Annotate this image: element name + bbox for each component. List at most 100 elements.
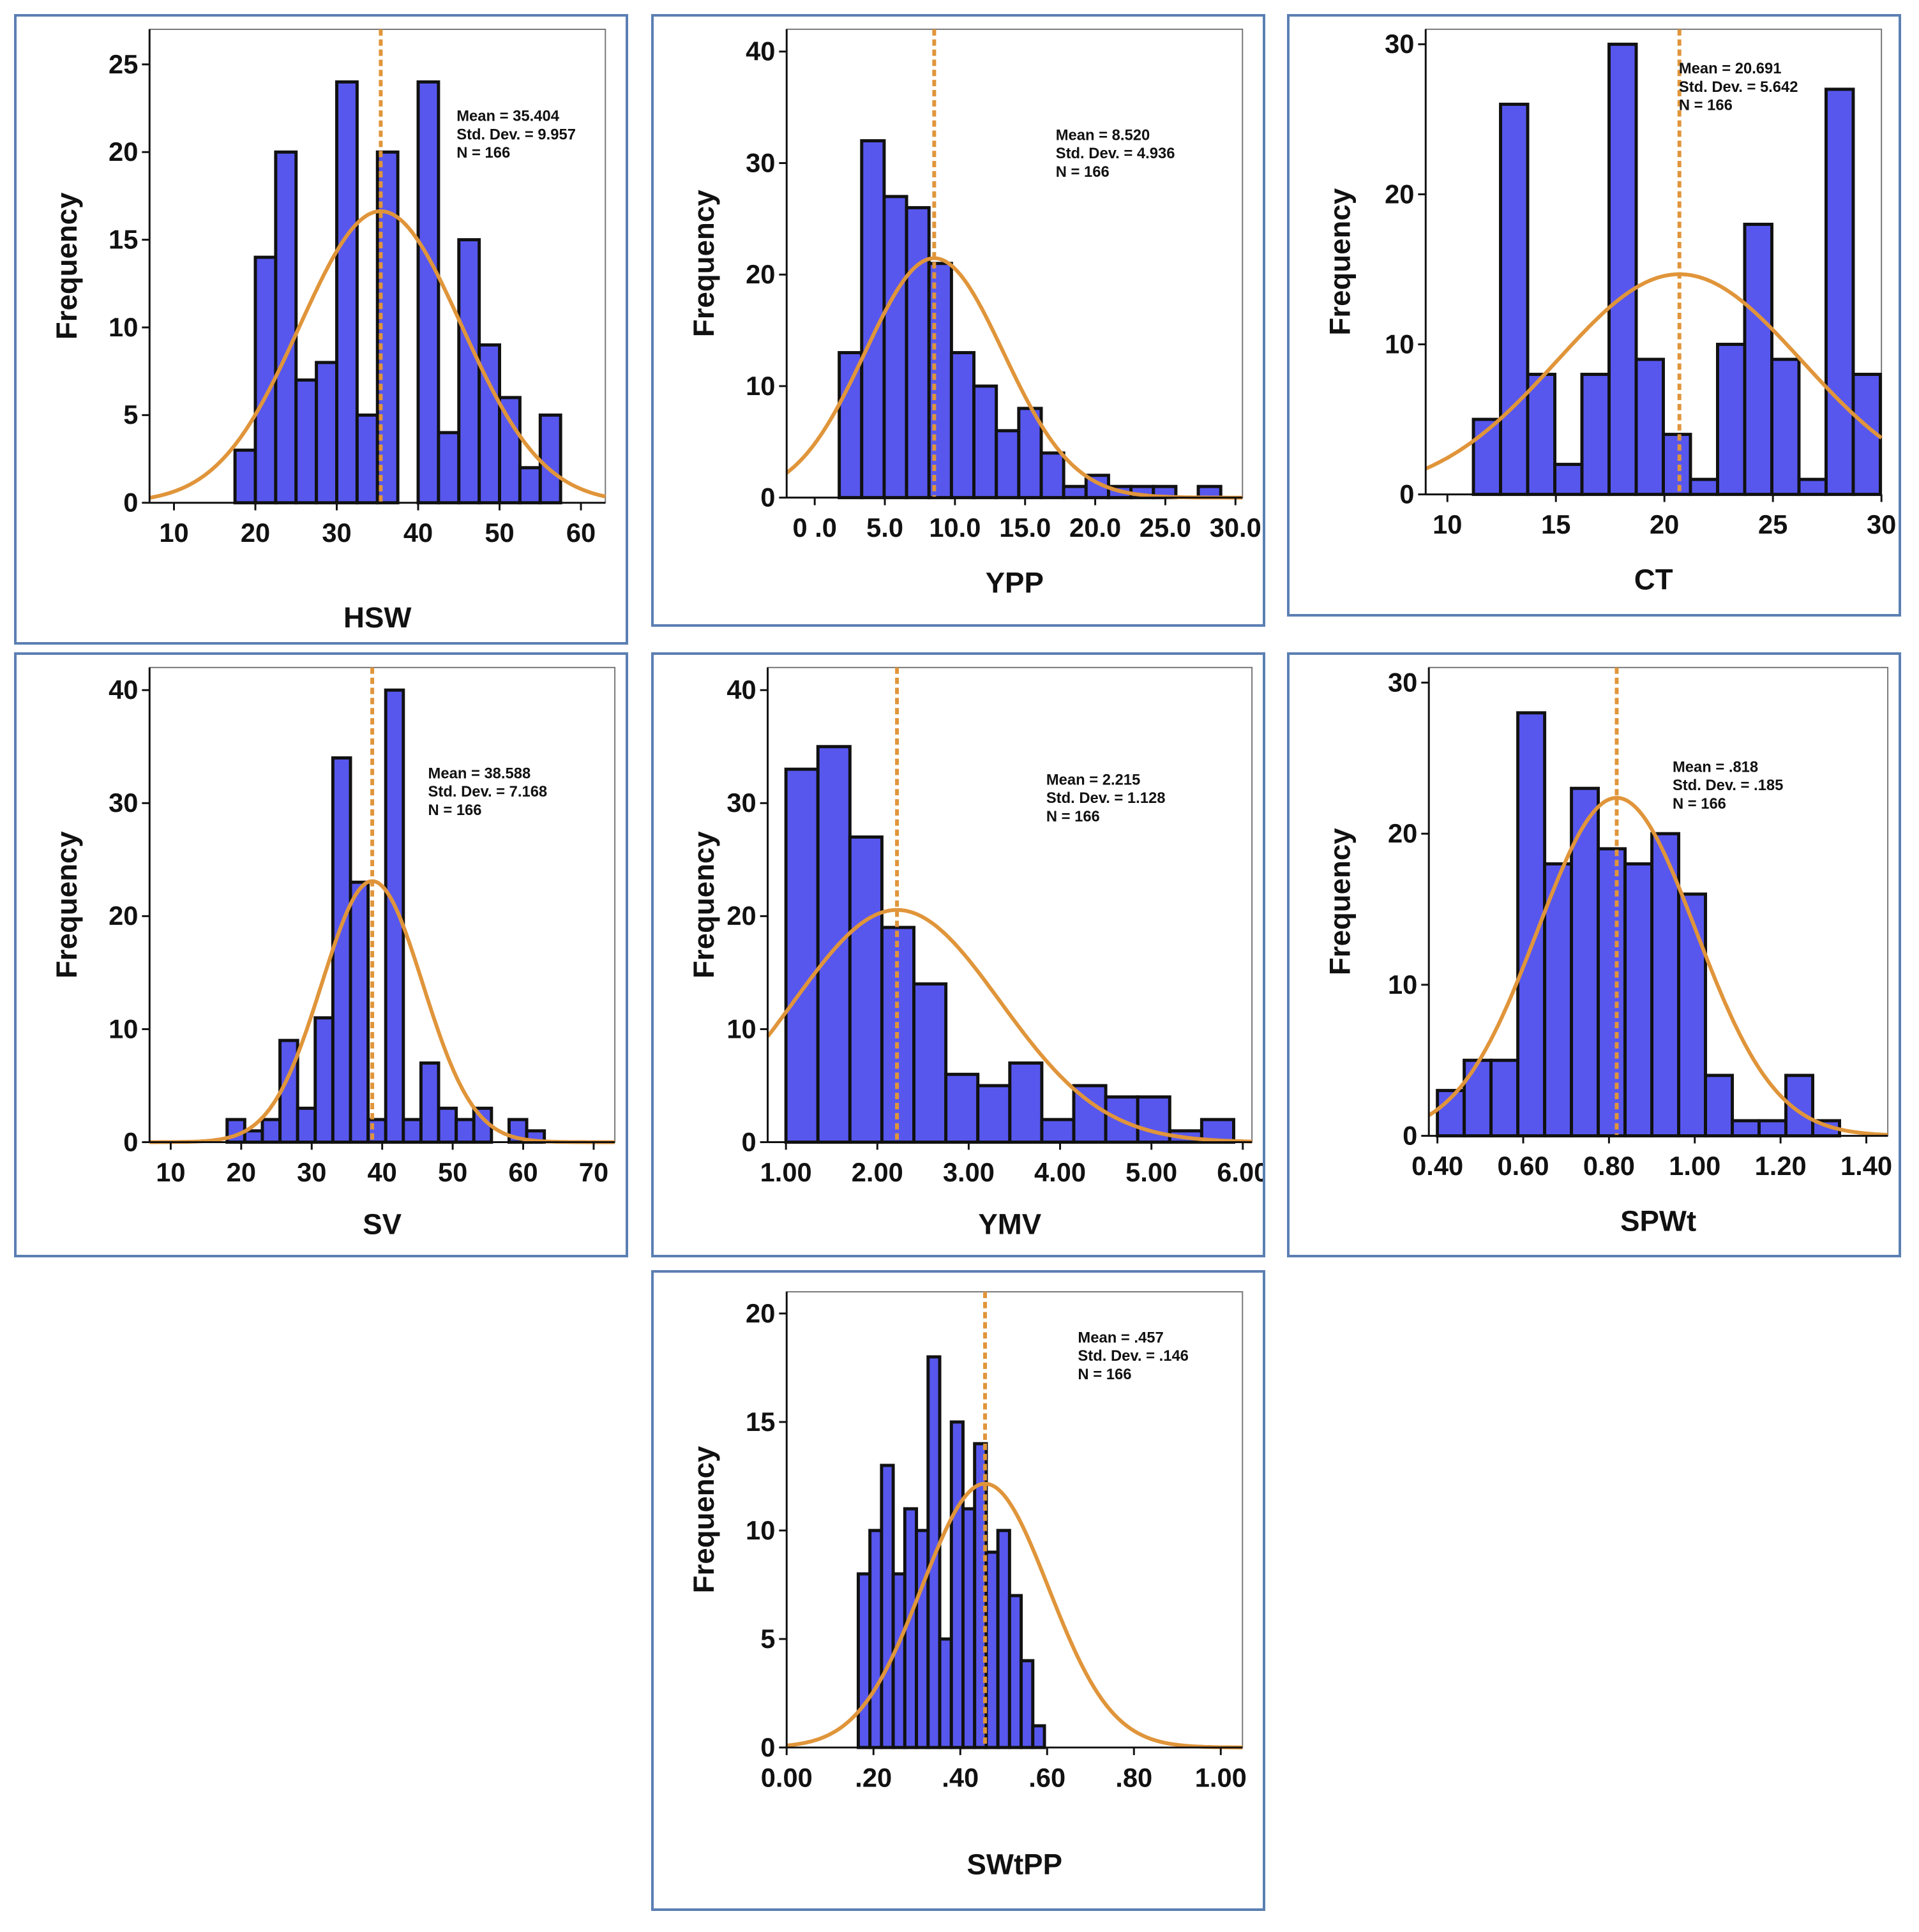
histogram-bar [419, 1061, 440, 1144]
stat-line: N = 166 [1679, 97, 1733, 114]
histogram-bar [848, 835, 884, 1144]
stat-line: Std. Dev. = .146 [1078, 1347, 1189, 1365]
histogram-bar [402, 1118, 423, 1144]
x-tick-label: 60 [566, 518, 596, 548]
histogram-sv: 0 10 20 30 40 10 20 30 40 50 60 70 SV Frequency Mean =… [50, 666, 616, 1240]
histogram-bar [416, 80, 440, 505]
histogram-bar [1580, 373, 1611, 497]
histogram-bar [1008, 1061, 1044, 1144]
stat-line: Mean = 35.404 [456, 108, 559, 125]
stat-line: Mean = 20.691 [1679, 60, 1782, 77]
x-tick-label: 25.0 [1140, 513, 1191, 543]
x-tick-label: 10.0 [929, 513, 981, 543]
histogram-bar [984, 1550, 1000, 1749]
x-axis-title: CT [1634, 563, 1673, 595]
histogram-bar [891, 1572, 907, 1749]
x-tick-label: 1.00 [1669, 1151, 1720, 1181]
x-tick-label: 0 .0 [792, 513, 836, 543]
x-tick-label: 30 [1867, 509, 1896, 539]
stat-line: Mean = 2.215 [1046, 771, 1140, 788]
stat-line: N = 166 [456, 144, 510, 161]
x-tick-label: 6.00 [1217, 1157, 1263, 1187]
histogram-ypp: 0 10 20 30 40 0 .0 5.0 10.0 15.0 20.0 25.0 30.0 YPP F… [688, 28, 1261, 599]
histogram-bar [296, 1106, 317, 1144]
x-axis-title: HSW [343, 601, 411, 634]
panel-ymv: 0 10 20 30 40 1.00 2.00 3.00 4.00 5.00 6.00 YMV Freq… [651, 652, 1265, 1257]
histogram-bar [838, 351, 864, 500]
histogram-bar [1770, 357, 1801, 497]
histogram-bar [912, 982, 948, 1144]
x-tick-label: 30 [297, 1157, 326, 1187]
x-tick-label: 5.00 [1125, 1157, 1177, 1187]
x-tick-label: 10 [156, 1157, 185, 1187]
x-tick-label: 2.00 [852, 1157, 903, 1187]
y-tick-label: 0 [760, 1732, 775, 1762]
histogram-bar [976, 1084, 1012, 1144]
y-axis-title: Frequency [688, 831, 720, 978]
x-axis-title: YPP [986, 566, 1044, 599]
normal-curve [149, 209, 606, 500]
y-tick-label: 20 [109, 901, 138, 931]
y-axis-title: Frequency [1323, 828, 1356, 975]
y-tick-label: 20 [109, 137, 138, 167]
x-axis-title: YMV [978, 1208, 1041, 1240]
x-tick-label: 30.0 [1210, 513, 1261, 543]
y-axis-title: Frequency [688, 1446, 720, 1593]
histogram-bar [1570, 786, 1600, 1138]
y-tick-label: 25 [109, 49, 138, 79]
histogram-bar [437, 431, 461, 505]
histogram-bar [313, 1016, 335, 1144]
x-tick-label: 50 [485, 518, 514, 548]
y-tick-label: 15 [746, 1407, 775, 1437]
histogram-bar [868, 1529, 884, 1749]
histogram-bar [1634, 357, 1665, 497]
histogram-bar [880, 1464, 895, 1749]
x-tick-label: 20 [227, 1157, 256, 1187]
x-tick-label: 3.00 [943, 1157, 995, 1187]
histogram-bar [1731, 1119, 1761, 1138]
histogram-bar [349, 880, 370, 1144]
histogram-bar [1824, 87, 1855, 497]
y-tick-label: 10 [109, 1014, 138, 1044]
stat-line: Std. Dev. = 5.642 [1679, 79, 1798, 96]
x-tick-label: .80 [1115, 1762, 1152, 1792]
stat-line: N = 166 [1056, 163, 1110, 181]
histogram-bar [784, 767, 820, 1144]
histogram-bar [294, 378, 319, 505]
y-axis-title: Frequency [50, 831, 83, 978]
histogram-bar [1007, 1594, 1023, 1749]
y-axis-title: Frequency [688, 190, 720, 337]
stat-line: Mean = 38.588 [428, 765, 531, 782]
histogram-bar [1623, 862, 1654, 1138]
histogram-bar [938, 1637, 953, 1749]
x-tick-label: 0.40 [1411, 1151, 1463, 1181]
x-tick-label: 1.40 [1840, 1151, 1892, 1181]
histogram-bar [882, 195, 908, 500]
x-axis-title: SWtPP [967, 1848, 1063, 1880]
x-tick-label: 60 [508, 1157, 538, 1187]
y-tick-label: 0 [123, 488, 138, 518]
histogram-bar [1039, 451, 1065, 500]
histogram-bar [498, 396, 522, 505]
histogram-bar [1526, 373, 1557, 497]
y-tick-label: 40 [726, 675, 756, 705]
x-tick-label: 20 [241, 518, 270, 548]
histogram-hsw: 0 5 10 15 20 25 10 20 30 40 50 60 HSW Frequency Mean =… [50, 28, 606, 634]
histogram-bar [315, 361, 338, 505]
panel-swtpp: 0 5 10 15 20 0.00 .20 .40 .60 .80 1.00 SWtPP Frequen… [651, 1270, 1265, 1911]
panel-ct: 0 10 20 30 10 15 20 25 30 CT Frequency Mean = 20.69… [1287, 14, 1901, 617]
histogram-bar [335, 80, 359, 505]
histogram-bar [437, 1106, 458, 1144]
histogram-bar [1553, 463, 1584, 497]
stat-line: N = 166 [1673, 795, 1726, 812]
x-tick-label: 0.60 [1498, 1151, 1549, 1181]
histogram-bar [1499, 102, 1530, 497]
normal-curve [786, 1481, 1243, 1749]
stat-line: Mean = .818 [1673, 758, 1758, 775]
panel-spwt: 0 10 20 30 0.40 0.60 0.80 1.00 1.20 1.40 SPWt Frequ… [1287, 652, 1901, 1257]
stat-line: Mean = 8.520 [1056, 126, 1150, 144]
histogram-ymv: 0 10 20 30 40 1.00 2.00 3.00 4.00 5.00 6.00 YMV Freq… [688, 666, 1263, 1240]
histogram-bar [518, 466, 542, 505]
histogram-bar [274, 150, 298, 505]
y-tick-label: 30 [1388, 667, 1417, 697]
